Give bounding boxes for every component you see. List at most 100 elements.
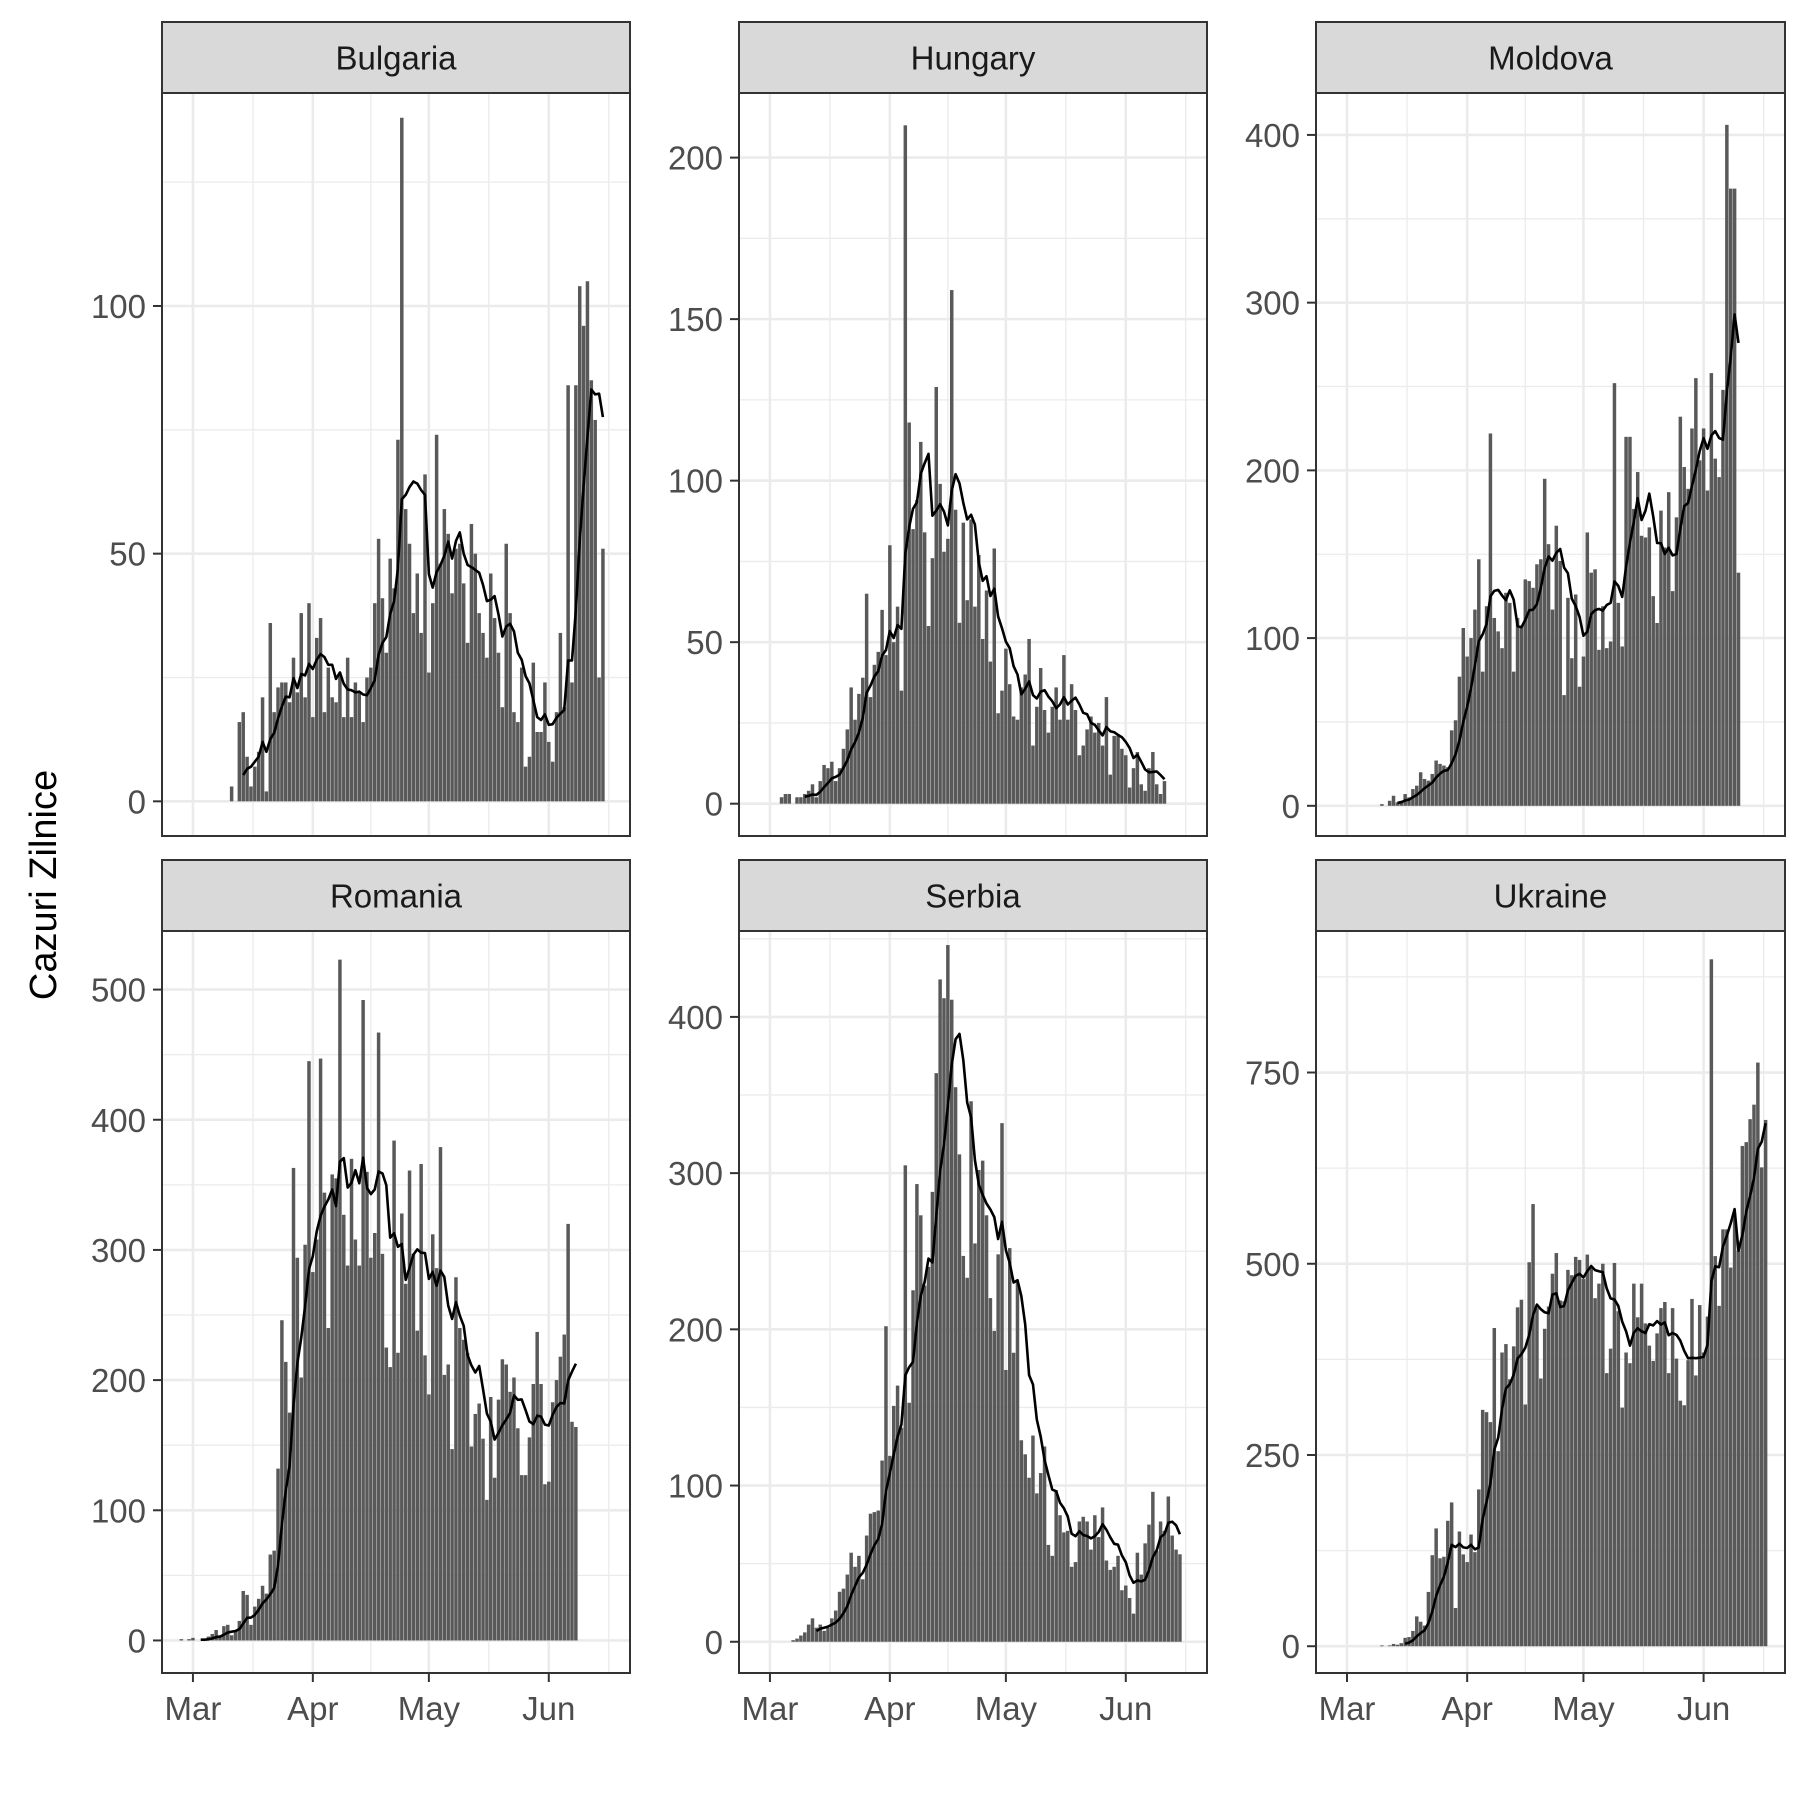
bar — [891, 642, 896, 804]
rolling-mean-line — [242, 388, 605, 776]
bar — [214, 1630, 218, 1641]
bar — [1701, 428, 1706, 806]
bar — [508, 613, 512, 802]
bar — [1477, 1489, 1481, 1647]
bar — [256, 1598, 261, 1641]
bar — [1112, 735, 1116, 804]
bar — [1004, 648, 1008, 804]
bar — [496, 1399, 501, 1641]
bar — [1077, 755, 1082, 804]
bar — [574, 1426, 578, 1641]
bar — [345, 657, 350, 802]
bar — [1465, 1562, 1469, 1647]
bar — [957, 622, 962, 804]
bar — [1131, 1613, 1136, 1642]
bar — [338, 672, 342, 802]
bar — [1659, 510, 1663, 806]
bar — [1756, 1062, 1760, 1647]
bar — [1011, 1352, 1016, 1642]
bar — [380, 598, 385, 802]
bar — [407, 543, 412, 802]
bar — [868, 1513, 873, 1642]
bar — [570, 682, 574, 802]
bar — [1674, 517, 1679, 806]
bar — [949, 999, 954, 1642]
bar — [1601, 606, 1605, 806]
bar — [1523, 1404, 1528, 1647]
bar — [1108, 774, 1113, 804]
bar — [984, 590, 989, 804]
bar — [566, 1223, 570, 1641]
bar — [372, 603, 377, 802]
bar — [403, 1283, 408, 1641]
y-tick-label: 0 — [128, 783, 146, 820]
bar — [1050, 706, 1055, 804]
bar — [1496, 631, 1500, 806]
bar — [334, 702, 338, 802]
bar — [415, 573, 420, 802]
bar — [581, 325, 586, 802]
bar — [400, 117, 404, 802]
bar — [349, 717, 354, 802]
bar — [1453, 720, 1458, 806]
bar — [303, 1244, 307, 1641]
bar — [334, 1178, 338, 1641]
bar — [411, 613, 416, 802]
y-tick-label: 400 — [1245, 117, 1300, 154]
bar — [1387, 800, 1392, 806]
bar — [1415, 1616, 1419, 1647]
bar — [353, 1239, 358, 1641]
y-axis-title: Cazuri Zilnice — [23, 770, 65, 1000]
bar — [1554, 525, 1559, 806]
bar — [1717, 1305, 1721, 1647]
panel-background — [739, 931, 1207, 1673]
bar — [880, 1460, 884, 1642]
bar — [1446, 1520, 1450, 1647]
bar — [880, 609, 884, 804]
bar — [322, 1192, 327, 1641]
bar — [492, 1477, 497, 1641]
bar — [477, 613, 481, 802]
bar — [473, 1413, 478, 1641]
bar — [806, 1624, 811, 1642]
bar — [919, 1215, 923, 1642]
bar — [492, 618, 497, 802]
bar — [1701, 1352, 1706, 1647]
bar — [272, 712, 276, 802]
panel-romania: Romania 0 100 200 300 400 500 Mar Apr May Jun — [91, 859, 631, 1727]
bar — [523, 766, 528, 802]
bar — [1151, 1491, 1155, 1642]
bar — [419, 1164, 423, 1641]
bar — [1690, 428, 1694, 806]
bar — [791, 1640, 795, 1642]
bar — [396, 439, 400, 802]
bar — [1752, 1104, 1756, 1647]
bar — [1725, 1229, 1729, 1647]
bar — [911, 1290, 915, 1642]
bar — [1422, 1625, 1427, 1647]
x-tick-label: Apr — [1441, 1690, 1492, 1727]
bar — [969, 1101, 973, 1642]
bar — [1127, 787, 1132, 804]
bar — [822, 1630, 826, 1642]
bar — [1135, 752, 1140, 804]
bar — [1690, 1298, 1694, 1647]
bar — [353, 682, 358, 802]
bar — [853, 1566, 857, 1642]
bar — [264, 1593, 269, 1641]
bar — [1422, 778, 1427, 806]
bar — [550, 1402, 555, 1641]
rolling-mean-line — [815, 1032, 1182, 1633]
bar — [1686, 1360, 1690, 1647]
bar — [1728, 1267, 1733, 1647]
bar — [1096, 722, 1101, 804]
bar — [1589, 1266, 1593, 1647]
bar — [957, 1154, 962, 1642]
bar — [295, 692, 300, 802]
bar — [930, 1191, 935, 1642]
bar — [229, 1635, 234, 1641]
bar — [562, 1334, 566, 1641]
bar — [419, 632, 423, 802]
bar — [1709, 373, 1714, 806]
bar — [1546, 544, 1551, 806]
